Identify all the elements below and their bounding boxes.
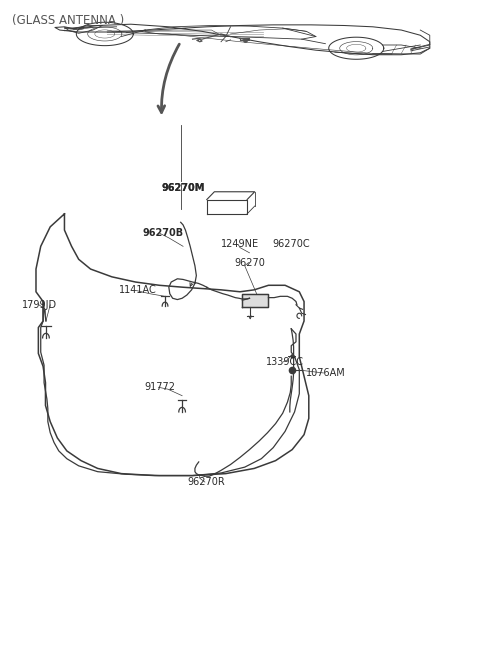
Text: (GLASS ANTENNA ): (GLASS ANTENNA ) [12,14,124,28]
Text: 96270M: 96270M [162,183,205,193]
Text: 91772: 91772 [144,383,175,392]
Text: 96270M: 96270M [162,183,205,193]
Text: 96270R: 96270R [188,477,226,487]
Polygon shape [242,293,268,307]
Text: 96270C: 96270C [272,239,310,250]
Text: 96270: 96270 [234,257,265,267]
Text: 96270B: 96270B [143,229,184,238]
Text: 1141AC: 1141AC [119,286,157,295]
Text: 1799JD: 1799JD [22,300,57,310]
Text: 1249NE: 1249NE [221,239,259,250]
Text: 1339CC: 1339CC [266,357,304,367]
Text: 1076AM: 1076AM [306,368,346,378]
